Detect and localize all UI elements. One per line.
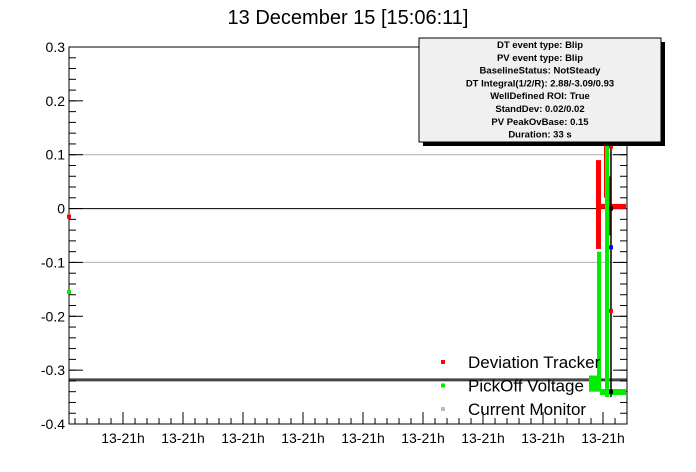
x-tick-label: 13-21h: [161, 430, 205, 446]
y-tick-label: -0.1: [41, 254, 65, 270]
x-tick-label: 13-21h: [521, 430, 565, 446]
event-marker: [609, 206, 613, 211]
y-tick-label: 0.1: [46, 147, 66, 163]
info-line: Duration: 33 s: [508, 130, 571, 141]
legend-marker: [441, 407, 445, 411]
x-tick-label: 13-21h: [581, 430, 625, 446]
legend-label: Deviation Tracker: [468, 353, 601, 372]
event-marker: [609, 308, 613, 313]
x-tick-label: 13-21h: [281, 430, 325, 446]
info-box: DT event type: Blip PV event type: Blip Ba…: [418, 37, 665, 146]
info-line: BaselineStatus: NotSteady: [480, 66, 602, 77]
legend-label: PickOff Voltage: [468, 377, 584, 396]
data-point: [67, 214, 71, 219]
info-line: PV PeakOvBase: 0.15: [491, 117, 589, 128]
legend-marker: [441, 360, 445, 364]
info-line: DT event type: Blip: [497, 40, 583, 51]
event-spike: [597, 251, 601, 392]
y-tick-label: 0: [57, 201, 65, 217]
chart-title: 13 December 15 [15:06:11]: [228, 7, 469, 29]
event-spike: [589, 375, 597, 392]
legend-marker: [441, 383, 445, 388]
x-tick-label: 13-21h: [401, 430, 445, 446]
y-tick-label: -0.4: [41, 416, 65, 432]
event-cluster: [601, 203, 626, 209]
event-spike: [596, 160, 601, 249]
y-tick-label: -0.3: [41, 362, 65, 378]
series-deviation-tracker: [67, 143, 626, 249]
info-box-panel: [418, 37, 662, 143]
plot-frame: [68, 46, 628, 425]
legend-label: Current Monitor: [468, 400, 586, 419]
info-line: StandDev: 0.02/0.02: [495, 104, 584, 115]
y-tick-label: -0.2: [41, 308, 65, 324]
event-marker: [609, 144, 613, 149]
x-tick-label: 13-21h: [221, 430, 265, 446]
info-line: DT Integral(1/2/R): 2.88/-3.09/0.93: [466, 78, 614, 89]
info-line: PV event type: Blip: [497, 53, 583, 64]
event-marker: [609, 245, 613, 250]
y-tick-label: 0.3: [46, 39, 66, 55]
x-tick-label: 13-21h: [101, 430, 145, 446]
x-tick-label: 13-21h: [461, 430, 505, 446]
data-point: [67, 290, 71, 295]
event-marker: [609, 389, 613, 394]
y-tick-label: 0.2: [46, 93, 66, 109]
event-spike: [608, 176, 611, 236]
legend: Deviation Tracker PickOff Voltage Current …: [441, 353, 601, 419]
x-tick-label: 13-21h: [341, 430, 385, 446]
event-spike: [605, 143, 609, 398]
info-line: WellDefined ROI: True: [490, 91, 590, 102]
